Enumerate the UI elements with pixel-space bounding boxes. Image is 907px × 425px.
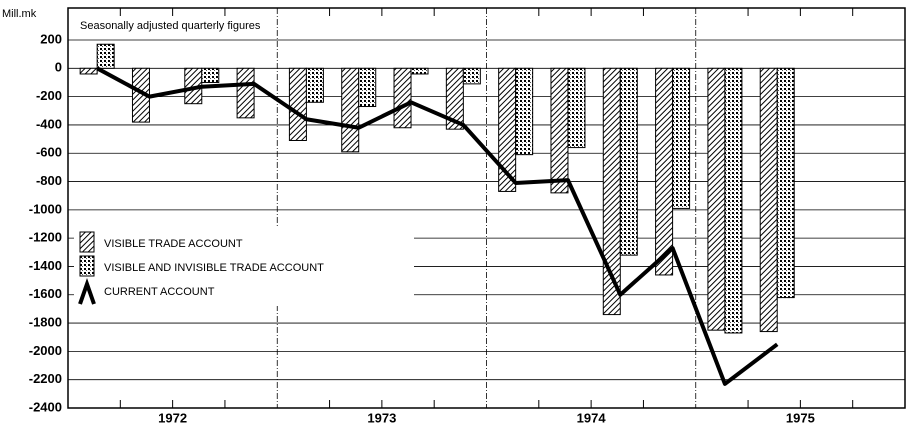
bar xyxy=(96,43,115,69)
subtitle-box xyxy=(72,14,372,36)
y-tick-label: -2200 xyxy=(29,371,62,386)
bar xyxy=(79,67,98,75)
bar xyxy=(724,67,743,334)
y-tick-label: -1400 xyxy=(29,258,62,273)
legend-swatch xyxy=(79,231,95,253)
y-tick-label: -400 xyxy=(36,116,62,131)
bar xyxy=(445,67,464,130)
bar xyxy=(410,67,429,75)
y-unit: Mill.mk xyxy=(2,8,37,20)
x-group-label: 1974 xyxy=(577,410,607,425)
bar xyxy=(341,67,360,153)
legend-label: VISIBLE AND INVISIBLE TRADE ACCOUNT xyxy=(104,262,324,274)
x-group-label: 1972 xyxy=(158,410,187,425)
x-group-label: 1975 xyxy=(786,410,815,425)
y-tick-label: -800 xyxy=(36,173,62,188)
y-tick-label: 200 xyxy=(40,31,62,46)
y-tick-label: 0 xyxy=(55,60,62,75)
legend-bg xyxy=(74,226,414,306)
line xyxy=(96,66,779,386)
bar xyxy=(759,67,778,333)
bar xyxy=(550,67,569,194)
y-tick-label: -1600 xyxy=(29,286,62,301)
bar xyxy=(515,67,534,156)
bar xyxy=(288,67,307,141)
y-tick-label: -2400 xyxy=(29,399,62,414)
bar xyxy=(462,67,481,85)
subtitle: Seasonally adjusted quarterly figures xyxy=(80,20,261,32)
bar xyxy=(236,67,255,119)
bar xyxy=(655,67,674,276)
y-tick-label: -1800 xyxy=(29,315,62,330)
bar xyxy=(707,67,726,331)
bar xyxy=(358,67,377,108)
bar xyxy=(776,67,795,299)
legend-label: VISIBLE TRADE ACCOUNT xyxy=(104,238,243,250)
bar xyxy=(305,67,324,103)
x-group-label: 1973 xyxy=(367,410,396,425)
legend-swatch xyxy=(79,255,95,277)
bar xyxy=(619,67,638,256)
bar xyxy=(567,67,586,149)
bar xyxy=(672,67,691,209)
legend-swatch xyxy=(78,277,96,305)
y-tick-label: -2000 xyxy=(29,343,62,358)
legend-label: CURRENT ACCOUNT xyxy=(104,286,215,298)
y-tick-label: -1200 xyxy=(29,230,62,245)
y-tick-label: -600 xyxy=(36,145,62,160)
y-tick-label: -1000 xyxy=(29,201,62,216)
bar xyxy=(393,67,412,129)
bar xyxy=(201,67,220,83)
y-tick-label: -200 xyxy=(36,88,62,103)
